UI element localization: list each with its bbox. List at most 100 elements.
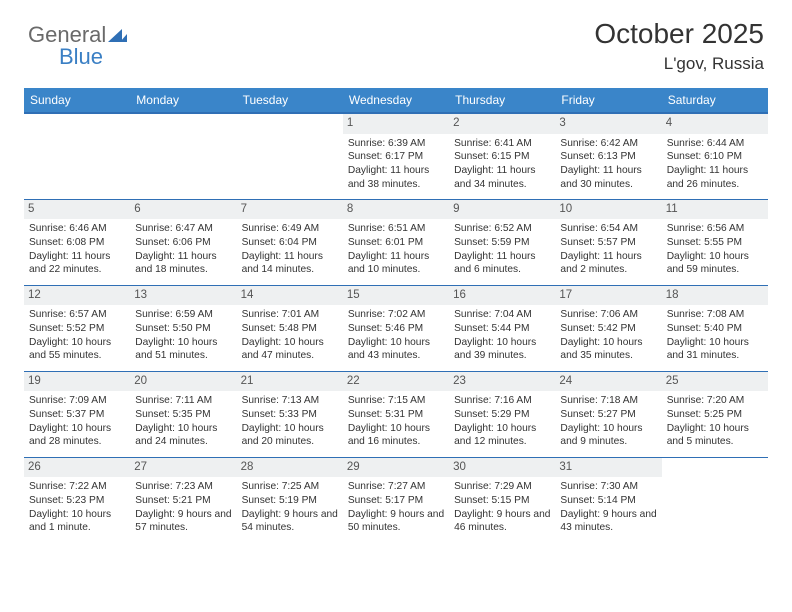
cell-line: Sunset: 5:17 PM xyxy=(348,494,444,508)
cell-line: Daylight: 10 hours and 12 minutes. xyxy=(454,422,550,450)
cell-line: Daylight: 10 hours and 51 minutes. xyxy=(135,336,231,364)
cell-line: Daylight: 10 hours and 59 minutes. xyxy=(667,250,763,278)
calendar-cell: 3Sunrise: 6:42 AMSunset: 6:13 PMDaylight… xyxy=(555,113,661,199)
calendar-cell: 4Sunrise: 6:44 AMSunset: 6:10 PMDaylight… xyxy=(662,113,768,199)
cell-line: Daylight: 11 hours and 2 minutes. xyxy=(560,250,656,278)
cell-line: Sunset: 5:44 PM xyxy=(454,322,550,336)
cell-line: Sunset: 6:01 PM xyxy=(348,236,444,250)
cell-line: Sunset: 5:46 PM xyxy=(348,322,444,336)
cell-line: Sunrise: 7:08 AM xyxy=(667,308,763,322)
cell-line: Sunrise: 6:41 AM xyxy=(454,137,550,151)
cell-line: Daylight: 10 hours and 31 minutes. xyxy=(667,336,763,364)
cell-line: Sunrise: 6:42 AM xyxy=(560,137,656,151)
cell-line: Daylight: 11 hours and 18 minutes. xyxy=(135,250,231,278)
calendar-cell: 22 Sunrise: 7:15 AMSunset: 5:31 PMDayligh… xyxy=(343,371,449,457)
logo-triangle-small-icon xyxy=(120,34,127,42)
calendar-body: 1Sunrise: 6:39 AMSunset: 6:17 PMDaylight… xyxy=(24,113,768,543)
day-number: 4 xyxy=(662,114,768,134)
cell-line: Sunrise: 6:52 AM xyxy=(454,222,550,236)
calendar-week: 5Sunrise: 6:46 AMSunset: 6:08 PMDaylight… xyxy=(24,199,768,285)
day-number: 2 xyxy=(449,114,555,134)
day-number: 22 xyxy=(343,372,449,392)
cell-line: Daylight: 10 hours and 20 minutes. xyxy=(242,422,338,450)
cell-line: Daylight: 9 hours and 50 minutes. xyxy=(348,508,444,536)
cell-line: Daylight: 9 hours and 43 minutes. xyxy=(560,508,656,536)
cell-line: Sunset: 5:23 PM xyxy=(29,494,125,508)
cell-line: Sunset: 6:10 PM xyxy=(667,150,763,164)
day-number: 24 xyxy=(555,372,661,392)
day-header: Monday xyxy=(130,88,236,113)
day-number: 12 xyxy=(24,286,130,306)
cell-line: Sunrise: 6:54 AM xyxy=(560,222,656,236)
calendar-cell: 15Sunrise: 7:02 AMSunset: 5:46 PMDayligh… xyxy=(343,285,449,371)
calendar-week: 1Sunrise: 6:39 AMSunset: 6:17 PMDaylight… xyxy=(24,113,768,199)
cell-line: Daylight: 11 hours and 6 minutes. xyxy=(454,250,550,278)
month-title: October 2025 xyxy=(28,18,764,50)
cell-line: Sunrise: 7:15 AM xyxy=(348,394,444,408)
calendar-week: 26 Sunrise: 7:22 AMSunset: 5:23 PM Dayligh… xyxy=(24,457,768,543)
cell-line: Sunset: 5:40 PM xyxy=(667,322,763,336)
cell-line: Sunset: 5:52 PM xyxy=(29,322,125,336)
cell-line: Sunrise: 7:13 AM xyxy=(242,394,338,408)
calendar-cell: 31Sunrise: 7:30 AMSunset: 5:14 PMDayligh… xyxy=(555,457,661,543)
cell-line: Daylight: 11 hours and 38 minutes. xyxy=(348,164,444,192)
cell-line: Daylight: 11 hours and 26 minutes. xyxy=(667,164,763,192)
day-number: 8 xyxy=(343,200,449,220)
cell-line: Sunrise: 6:51 AM xyxy=(348,222,444,236)
cell-line: Daylight: 10 hours and 16 minutes. xyxy=(348,422,444,450)
cell-line: Sunset: 5:50 PM xyxy=(135,322,231,336)
cell-line: Daylight: 11 hours and 14 minutes. xyxy=(242,250,338,278)
cell-line: Sunset: 5:15 PM xyxy=(454,494,550,508)
cell-line: Sunrise: 7:01 AM xyxy=(242,308,338,322)
calendar-cell: 2Sunrise: 6:41 AMSunset: 6:15 PMDaylight… xyxy=(449,113,555,199)
cell-line: Sunrise: 6:57 AM xyxy=(29,308,125,322)
calendar-cell: 14Sunrise: 7:01 AMSunset: 5:48 PMDayligh… xyxy=(237,285,343,371)
calendar-cell: 10Sunrise: 6:54 AMSunset: 5:57 PMDayligh… xyxy=(555,199,661,285)
cell-line: Sunrise: 7:29 AM xyxy=(454,480,550,494)
calendar-cell: 30Sunrise: 7:29 AMSunset: 5:15 PMDayligh… xyxy=(449,457,555,543)
calendar-cell: 24Sunrise: 7:18 AMSunset: 5:27 PMDayligh… xyxy=(555,371,661,457)
cell-line: Sunrise: 6:46 AM xyxy=(29,222,125,236)
cell-line: Daylight: 10 hours and 55 minutes. xyxy=(29,336,125,364)
cell-line: Sunrise: 7:06 AM xyxy=(560,308,656,322)
calendar-cell xyxy=(24,113,130,199)
calendar-cell xyxy=(130,113,236,199)
cell-line: Sunset: 5:59 PM xyxy=(454,236,550,250)
cell-line: Sunrise: 6:59 AM xyxy=(135,308,231,322)
cell-line: Daylight: 11 hours and 30 minutes. xyxy=(560,164,656,192)
day-number: 17 xyxy=(555,286,661,306)
calendar-cell: 6Sunrise: 6:47 AMSunset: 6:06 PMDaylight… xyxy=(130,199,236,285)
cell-line: Sunset: 5:21 PM xyxy=(135,494,231,508)
cell-line: Daylight: 11 hours and 22 minutes. xyxy=(29,250,125,278)
day-header: Thursday xyxy=(449,88,555,113)
day-number: 10 xyxy=(555,200,661,220)
day-number: 31 xyxy=(555,458,661,478)
day-number: 14 xyxy=(237,286,343,306)
day-header: Wednesday xyxy=(343,88,449,113)
cell-line: Sunset: 5:37 PM xyxy=(29,408,125,422)
calendar-cell: 12 Sunrise: 6:57 AMSunset: 5:52 PMDayligh… xyxy=(24,285,130,371)
cell-line: Sunrise: 6:39 AM xyxy=(348,137,444,151)
day-header: Sunday xyxy=(24,88,130,113)
cell-line: Sunset: 5:55 PM xyxy=(667,236,763,250)
cell-line: Daylight: 9 hours and 54 minutes. xyxy=(242,508,338,536)
cell-line: Sunrise: 7:25 AM xyxy=(242,480,338,494)
day-number: 3 xyxy=(555,114,661,134)
day-number: 30 xyxy=(449,458,555,478)
calendar-cell xyxy=(662,457,768,543)
calendar-cell: 8Sunrise: 6:51 AMSunset: 6:01 PMDaylight… xyxy=(343,199,449,285)
cell-line: Sunset: 6:15 PM xyxy=(454,150,550,164)
cell-line: Daylight: 10 hours and 43 minutes. xyxy=(348,336,444,364)
day-header: Tuesday xyxy=(237,88,343,113)
cell-line: Sunset: 5:31 PM xyxy=(348,408,444,422)
day-number: 26 xyxy=(24,458,130,478)
cell-line: Daylight: 10 hours and 5 minutes. xyxy=(667,422,763,450)
cell-line: Sunset: 6:17 PM xyxy=(348,150,444,164)
cell-line: Sunrise: 7:22 AM xyxy=(29,480,125,494)
day-number: 28 xyxy=(237,458,343,478)
day-number: 27 xyxy=(130,458,236,478)
day-number: 13 xyxy=(130,286,236,306)
cell-line: Sunset: 5:14 PM xyxy=(560,494,656,508)
cell-line: Sunset: 6:08 PM xyxy=(29,236,125,250)
cell-line: Sunset: 6:06 PM xyxy=(135,236,231,250)
